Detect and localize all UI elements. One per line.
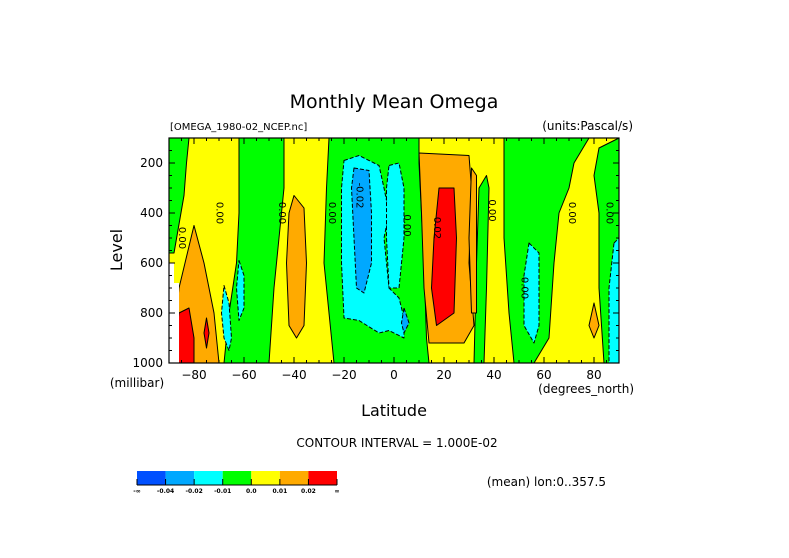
contour-label: -0.02 (354, 183, 365, 209)
x-tick-label: 40 (486, 368, 501, 382)
legend-label: 0.0 (246, 488, 257, 495)
contour-region-red-north-tropics (431, 187, 457, 326)
contour-label: 0.00 (214, 202, 225, 224)
legend-swatch (222, 471, 252, 485)
units-label: (units:Pascal/s) (542, 119, 633, 133)
contour-region-blue-tropics (351, 167, 372, 294)
x-axis-label: Latitude (361, 401, 427, 420)
x-tick-label: −20 (331, 368, 356, 382)
y-axis-label: Level (107, 229, 126, 271)
y-tick-label: 600 (140, 256, 163, 270)
contour-label: 0.00 (519, 277, 530, 299)
contour-label: 0.00 (401, 214, 412, 236)
legend-label: -0.01 (214, 488, 231, 495)
file-label: [OMEGA_1980-02_NCEP.nc] (170, 122, 307, 133)
y-tick-label: 400 (140, 206, 163, 220)
legend-label: 0.01 (272, 488, 287, 495)
x-units-label: (degrees_north) (538, 382, 634, 396)
x-tick-label: −40 (281, 368, 306, 382)
legend-label: 0.02 (301, 488, 316, 495)
legend-label: -0.04 (157, 488, 174, 495)
x-tick-label: −80 (181, 368, 206, 382)
contour-region-cyan-south-2 (236, 260, 245, 321)
legend-swatch (279, 471, 309, 485)
legend-label: -∞ (133, 488, 141, 495)
x-tick-label: 80 (586, 368, 601, 382)
contour-region-cyan-tropics-2 (386, 162, 405, 289)
chart-title: Monthly Mean Omega (290, 91, 499, 113)
contour-label: 0.00 (176, 227, 187, 249)
legend-swatch (251, 471, 280, 485)
contour-region-cyan-north-2 (608, 237, 620, 364)
contour-region-cyan-north-1 (523, 242, 540, 344)
contour-label: 0.00 (486, 199, 497, 221)
y-units-label: (millibar) (110, 376, 164, 390)
mean-note: (mean) lon:0..357.5 (487, 475, 606, 489)
contour-label: 0.00 (566, 202, 577, 224)
y-tick-label: 800 (140, 306, 163, 320)
contour-region-white-missing-2 (174, 283, 179, 363)
y-tick-label: 200 (140, 156, 163, 170)
legend-swatch (194, 471, 223, 485)
x-tick-label: 60 (536, 368, 551, 382)
contour-region-orange-north-left (468, 167, 477, 314)
legend-label: -0.02 (185, 488, 202, 495)
x-tick-label: 0 (390, 368, 398, 382)
contour-label: 0.02 (431, 217, 442, 239)
x-tick-label: 20 (436, 368, 451, 382)
contour-label: 0.00 (604, 202, 615, 224)
color-legend: -∞ -0.04 -0.02 -0.01 0.0 0.01 0.02 ∞ (133, 471, 340, 495)
contour-interval-text: CONTOUR INTERVAL = 1.000E-02 (296, 436, 497, 450)
contour-region-blue-small (401, 307, 410, 334)
y-tick-label: 1000 (132, 356, 163, 370)
legend-label: ∞ (335, 488, 340, 495)
contour-label: 0.00 (276, 202, 287, 224)
legend-swatch (165, 471, 195, 485)
contour-region-red-south-small (203, 317, 210, 349)
plot-area: 0.00 0.00 0.00 0.00 -0.02 0.00 0.02 0.00 0.00 0.0… (168, 137, 620, 364)
legend-swatch (308, 471, 337, 485)
contour-label: 0.00 (326, 202, 337, 224)
legend-swatch (137, 471, 166, 485)
contour-region-orange-40s (286, 195, 307, 339)
x-tick-label: −60 (231, 368, 256, 382)
contour-region-orange-north-small (588, 302, 600, 339)
contour-region-cyan-south-1 (221, 285, 232, 351)
